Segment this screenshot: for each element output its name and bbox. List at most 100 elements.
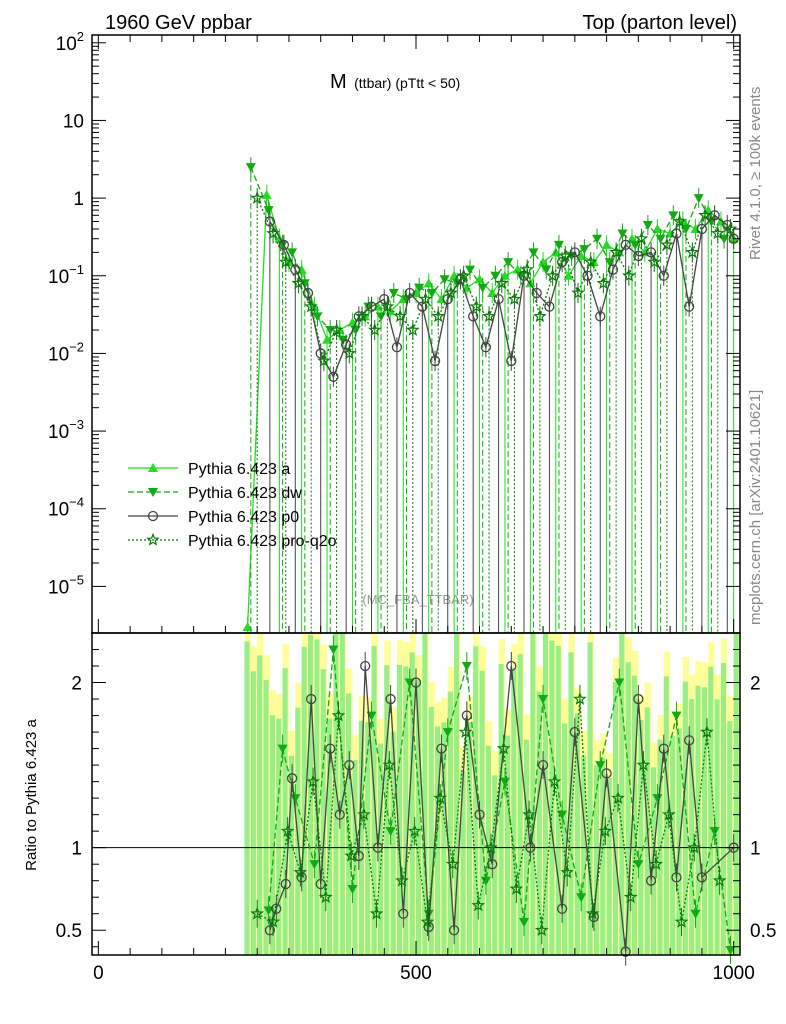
series-point — [672, 214, 687, 228]
series-point — [337, 335, 348, 345]
ratio-point — [271, 903, 282, 914]
ratio-point — [385, 693, 396, 705]
series-2 — [264, 205, 739, 633]
ratio-band-green — [619, 633, 625, 955]
ratio-point — [687, 840, 702, 854]
series-point — [494, 276, 509, 290]
series-point — [652, 223, 663, 233]
chart-title-sub: (ttbar) (pTtt < 50) — [354, 75, 460, 91]
ratio-series-2 — [250, 685, 727, 945]
ratio-point — [315, 878, 326, 890]
ratio-band-green — [422, 633, 428, 955]
series-point — [596, 276, 611, 290]
ratio-band-green — [250, 671, 256, 955]
series-point — [490, 271, 501, 281]
series-point — [465, 265, 475, 275]
ratio-band-green — [625, 662, 631, 955]
ratio-band-green — [701, 687, 707, 955]
ratio-point — [344, 759, 355, 771]
ratio-point — [461, 710, 472, 721]
series-point — [579, 245, 590, 255]
series-point — [468, 311, 479, 322]
series-point — [681, 224, 691, 234]
series-point — [304, 299, 319, 313]
ratio-band-green — [587, 642, 593, 955]
series-point — [414, 283, 425, 293]
legend-swatch-marker — [147, 510, 159, 522]
ratio-band-green — [682, 681, 688, 955]
series-point — [528, 248, 539, 258]
ratio-band-green — [517, 654, 523, 955]
series-point — [719, 234, 730, 244]
series-point — [541, 265, 552, 275]
ratio-point — [360, 660, 371, 672]
series-point — [391, 342, 403, 353]
ratio-point — [522, 807, 536, 821]
series-point — [647, 254, 662, 268]
series-point — [553, 240, 564, 250]
series-point — [342, 346, 357, 360]
ratio-point — [331, 708, 346, 722]
header-left-title: 1960 GeV ppbar — [105, 12, 252, 34]
main-y-tick-exponent: −2 — [69, 339, 84, 354]
series-point — [684, 301, 695, 312]
ratio-point — [585, 906, 600, 920]
series-point — [355, 309, 369, 323]
ratio-band-green — [466, 721, 472, 955]
ratio-band-green — [695, 685, 701, 955]
series-point — [617, 229, 628, 239]
ratio-band-green — [403, 666, 409, 955]
ratio-point — [318, 889, 333, 904]
ratio-band-green — [549, 640, 555, 955]
ratio-point — [306, 774, 320, 788]
main-y-tick-base: 10 — [48, 422, 69, 443]
ratio-point — [700, 724, 714, 738]
series-point — [569, 247, 580, 258]
series-point — [563, 270, 574, 280]
ratio-y-tick-label-right: 2 — [750, 674, 761, 695]
ratio-band-green — [396, 664, 403, 955]
ratio-point — [636, 757, 651, 772]
ratio-point — [611, 790, 625, 805]
series-point — [264, 216, 276, 227]
legend-item-2: Pythia 6.423 p0 — [128, 509, 299, 526]
rivet-label: Rivet 4.1.0, ≥ 100k events — [747, 87, 764, 260]
ratio-point — [547, 774, 562, 788]
ratio-point — [649, 856, 664, 871]
legend-label: Pythia 6.423 a — [188, 461, 290, 478]
ratio-band-green — [377, 743, 383, 955]
series-point — [533, 309, 547, 323]
ratio-point — [293, 865, 308, 879]
ratio-point — [309, 860, 320, 870]
ratio-point — [328, 645, 339, 655]
ratio-point — [407, 823, 422, 837]
ratio-point — [442, 728, 453, 738]
ratio-band-green — [593, 765, 599, 955]
ratio-band-green — [676, 728, 682, 955]
series-point — [556, 256, 568, 268]
ratio-band-green — [358, 720, 364, 955]
ratio-band-green — [498, 663, 504, 955]
ratio-band-green — [447, 691, 453, 955]
series-point — [278, 239, 290, 250]
main-y-tick-label: 10−4 — [48, 495, 84, 521]
legend-label: Pythia 6.423 dw — [188, 485, 302, 502]
series-0 — [242, 184, 739, 638]
series-point — [366, 301, 377, 312]
ratio-point — [645, 875, 657, 886]
main-y-tick-exponent: −4 — [69, 495, 84, 510]
ratio-point — [280, 878, 291, 890]
main-y-tick-exponent: −5 — [69, 572, 84, 587]
ratio-point — [537, 759, 549, 771]
ratio-point — [709, 827, 720, 837]
ratio-point — [347, 884, 358, 894]
ratio-band-green — [568, 652, 574, 955]
legend-swatch-marker — [148, 463, 158, 472]
series-point — [655, 234, 666, 244]
ratio-band-green — [530, 633, 536, 955]
series-point — [328, 371, 339, 382]
series-point — [583, 254, 598, 268]
series-point — [671, 228, 682, 239]
ratio-band-green — [689, 699, 695, 955]
